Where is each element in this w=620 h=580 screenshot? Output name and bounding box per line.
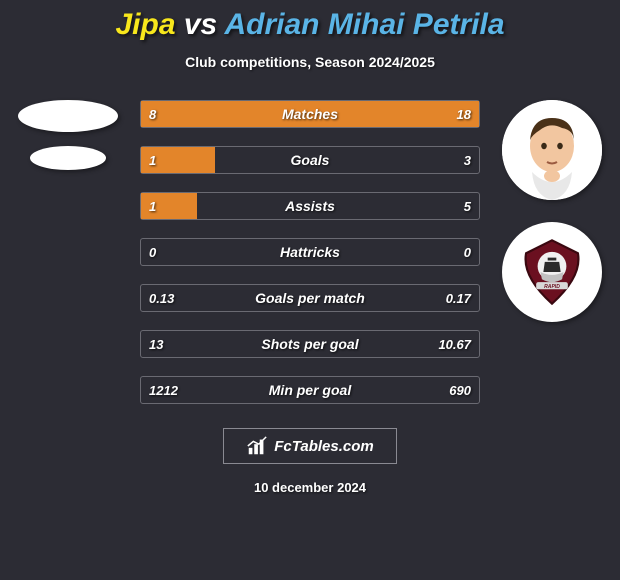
- stat-value-left: 8: [149, 107, 156, 122]
- stat-value-left: 1: [149, 153, 156, 168]
- player2-club-crest: RAPID: [502, 222, 602, 322]
- stat-row: 1212Min per goal690: [140, 376, 480, 404]
- stat-value-right: 10.67: [438, 337, 471, 352]
- brand-text: FcTables.com: [274, 438, 373, 455]
- stat-row: 8Matches18: [140, 100, 480, 128]
- comparison-card: Jipa vs Adrian Mihai Petrila Club compet…: [0, 0, 620, 580]
- stat-value-right: 3: [464, 153, 471, 168]
- left-badges: [18, 100, 118, 170]
- stat-value-left: 1212: [149, 383, 178, 398]
- stat-value-left: 0: [149, 245, 156, 260]
- bar-fill-left: [141, 101, 245, 127]
- subtitle: Club competitions, Season 2024/2025: [185, 54, 435, 70]
- stat-row: 1Goals3: [140, 146, 480, 174]
- stat-row: 0.13Goals per match0.17: [140, 284, 480, 312]
- stat-label: Min per goal: [141, 382, 479, 398]
- player-face-icon: [502, 100, 602, 200]
- player1-placeholder-badge: [18, 100, 118, 132]
- stat-value-right: 0: [464, 245, 471, 260]
- date-text: 10 december 2024: [254, 480, 366, 495]
- stat-row: 13Shots per goal10.67: [140, 330, 480, 358]
- stat-label: Hattricks: [141, 244, 479, 260]
- player2-photo: [502, 100, 602, 200]
- stat-value-left: 13: [149, 337, 163, 352]
- svg-text:RAPID: RAPID: [544, 284, 560, 290]
- stat-value-right: 690: [449, 383, 471, 398]
- stat-value-left: 0.13: [149, 291, 174, 306]
- stat-label: Goals per match: [141, 290, 479, 306]
- stat-label: Shots per goal: [141, 336, 479, 352]
- vs-text: vs: [184, 8, 217, 41]
- stat-value-left: 1: [149, 199, 156, 214]
- stat-value-right: 0.17: [446, 291, 471, 306]
- stat-row: 1Assists5: [140, 192, 480, 220]
- right-badges: RAPID: [502, 100, 602, 322]
- stat-row: 0Hattricks0: [140, 238, 480, 266]
- player2-name: Adrian Mihai Petrila: [224, 8, 504, 41]
- stat-bars: 8Matches18 1Goals3 1Assists5 0Hattricks0 0.1…: [140, 100, 480, 404]
- chart-area: RAPID 8Matches18 1Goals3 1Assists5 0Hattric…: [0, 100, 620, 404]
- bar-chart-icon: [246, 435, 268, 457]
- stat-value-right: 18: [457, 107, 471, 122]
- brand-box[interactable]: FcTables.com: [223, 428, 396, 464]
- player1-club-placeholder-badge: [30, 146, 106, 170]
- page-title: Jipa vs Adrian Mihai Petrila: [115, 8, 504, 42]
- stat-value-right: 5: [464, 199, 471, 214]
- bar-fill-right: [245, 101, 479, 127]
- club-crest-icon: RAPID: [516, 236, 588, 308]
- player1-name: Jipa: [115, 8, 175, 41]
